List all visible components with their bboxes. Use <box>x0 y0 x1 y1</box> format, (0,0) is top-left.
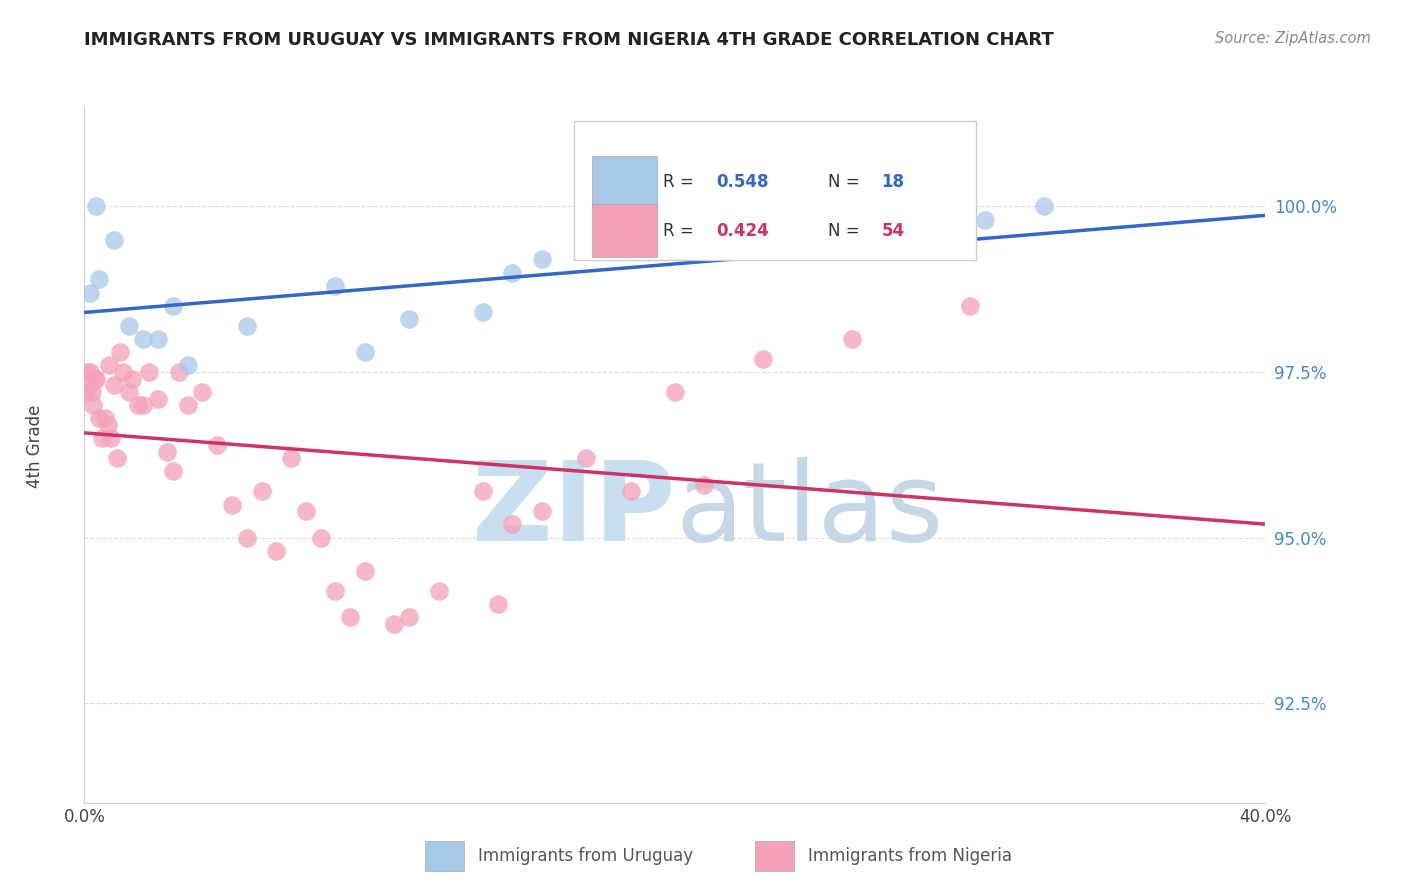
Point <box>94 411 117 425</box>
Point <box>103 233 125 247</box>
Point <box>87 272 111 286</box>
Text: R =: R = <box>664 173 699 191</box>
Point <box>295 504 318 518</box>
Point <box>280 451 302 466</box>
Point <box>501 266 523 280</box>
Point <box>501 517 523 532</box>
Point <box>132 398 155 412</box>
Point <box>83 372 105 386</box>
Point <box>235 531 259 545</box>
Point <box>398 610 420 624</box>
Point <box>118 384 141 399</box>
Point <box>121 372 143 386</box>
Point <box>1032 199 1054 213</box>
Text: 18: 18 <box>882 173 904 191</box>
Point <box>323 279 347 293</box>
Text: 0.424: 0.424 <box>716 221 769 240</box>
Point <box>841 332 863 346</box>
Point <box>118 318 141 333</box>
Point <box>167 365 190 379</box>
Point <box>111 365 134 379</box>
Point <box>191 384 214 399</box>
FancyBboxPatch shape <box>575 121 976 260</box>
Point <box>235 318 259 333</box>
Text: N =: N = <box>828 173 865 191</box>
Point <box>138 365 160 379</box>
Text: 4th Grade: 4th Grade <box>27 404 44 488</box>
Point <box>162 299 184 313</box>
Text: atlas: atlas <box>675 457 943 564</box>
Text: IMMIGRANTS FROM URUGUAY VS IMMIGRANTS FROM NIGERIA 4TH GRADE CORRELATION CHART: IMMIGRANTS FROM URUGUAY VS IMMIGRANTS FR… <box>84 31 1054 49</box>
Point <box>427 583 450 598</box>
Point <box>959 299 981 313</box>
Text: Immigrants from Nigeria: Immigrants from Nigeria <box>808 847 1012 865</box>
Point <box>354 564 377 578</box>
Point <box>84 372 107 386</box>
Point <box>309 531 332 545</box>
Point <box>472 305 495 319</box>
Point <box>575 451 598 466</box>
Point <box>177 398 200 412</box>
Point <box>177 359 200 373</box>
Point <box>472 484 495 499</box>
Point <box>97 418 120 433</box>
Point <box>103 378 125 392</box>
Text: N =: N = <box>828 221 865 240</box>
Text: Immigrants from Uruguay: Immigrants from Uruguay <box>478 847 693 865</box>
Point <box>323 583 347 598</box>
Point <box>486 597 509 611</box>
Point <box>82 398 104 412</box>
Point <box>973 212 995 227</box>
Point <box>75 384 97 399</box>
Point <box>264 544 288 558</box>
Point <box>156 444 179 458</box>
Text: Source: ZipAtlas.com: Source: ZipAtlas.com <box>1215 31 1371 46</box>
Point <box>77 378 100 392</box>
Point <box>79 365 101 379</box>
FancyBboxPatch shape <box>592 156 657 208</box>
Point <box>531 504 554 518</box>
Point <box>132 332 155 346</box>
Point <box>221 498 243 512</box>
Point <box>108 345 131 359</box>
Point <box>382 616 406 631</box>
Point <box>127 398 149 412</box>
Point <box>205 438 228 452</box>
Point <box>162 465 184 479</box>
Point <box>339 610 361 624</box>
Point <box>619 484 641 499</box>
Point <box>354 345 377 359</box>
Point <box>752 351 775 366</box>
Point <box>80 384 103 399</box>
Point <box>98 359 121 373</box>
Point <box>87 411 111 425</box>
Point <box>250 484 273 499</box>
Point <box>100 431 122 445</box>
Point <box>664 384 686 399</box>
Point <box>76 365 98 379</box>
Text: 54: 54 <box>882 221 904 240</box>
Point <box>693 477 716 491</box>
Text: R =: R = <box>664 221 699 240</box>
Point <box>148 332 170 346</box>
Point <box>398 312 420 326</box>
Point <box>91 431 114 445</box>
Point <box>531 252 554 267</box>
Text: ZIP: ZIP <box>471 457 675 564</box>
Point <box>79 285 101 300</box>
Point <box>84 199 107 213</box>
Text: 0.548: 0.548 <box>716 173 769 191</box>
Point <box>148 392 170 406</box>
Point <box>105 451 128 466</box>
FancyBboxPatch shape <box>592 204 657 257</box>
